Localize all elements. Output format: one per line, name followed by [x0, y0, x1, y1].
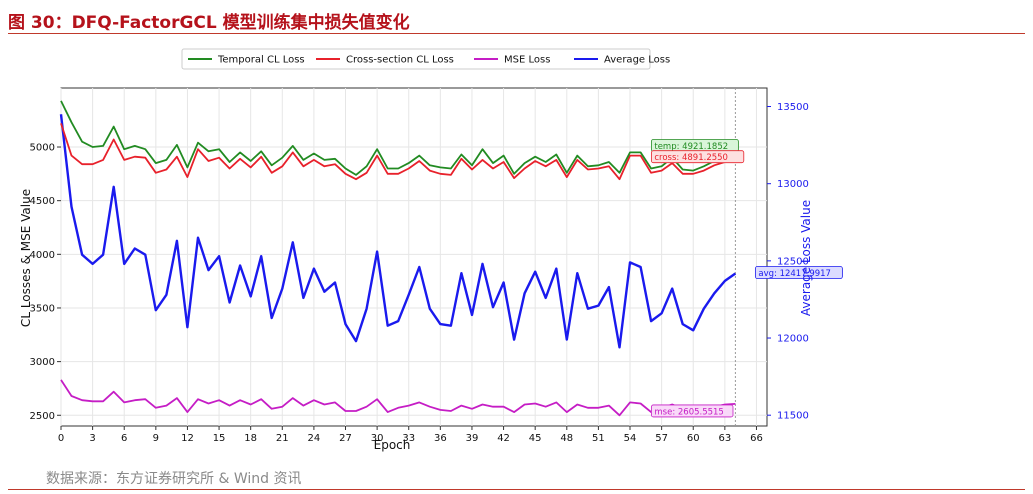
left-tick-label: 5000 [30, 143, 55, 154]
left-tick-label: 2500 [30, 411, 55, 422]
x-tick-label: 3 [89, 433, 95, 444]
x-tick-label: 12 [181, 433, 194, 444]
left-tick-label: 4000 [30, 250, 55, 261]
legend-box [181, 48, 651, 70]
legend-item-label: MSE Loss [504, 55, 550, 66]
end-label-box [650, 150, 745, 164]
series-line-2 [60, 379, 736, 417]
legend-item-label: Average Loss [604, 55, 670, 66]
right-tick-label: 12500 [777, 256, 809, 267]
x-tick-label: 24 [308, 433, 321, 444]
end-label-text: cross: 4891.2550 [654, 153, 728, 163]
bottom-divider [8, 489, 1025, 490]
legend-item-label: Cross-section CL Loss [346, 55, 454, 66]
left-tick-label: 4500 [30, 196, 55, 207]
x-tick-label: 60 [687, 433, 700, 444]
x-tick-label: 57 [655, 433, 668, 444]
x-tick-label: 45 [529, 433, 542, 444]
series-lines [59, 100, 737, 417]
end-label-text: avg: 12417.9917 [758, 269, 831, 279]
plot-frame [60, 87, 768, 427]
chart-legend: Temporal CL Loss Cross-section CL Loss MSE… [181, 48, 670, 70]
title-divider [8, 33, 1025, 34]
x-axis-label: Epoch [374, 438, 411, 452]
loss-chart: 0 3 6 9 12 15 18 21 24 27 30 33 36 39 42 45 48 51 54 57 60 63… [19, 48, 843, 452]
x-tick-label: 51 [592, 433, 605, 444]
x-tick-label: 6 [121, 433, 127, 444]
x-tick-label: 27 [339, 433, 352, 444]
right-tick-label: 13000 [777, 179, 809, 190]
end-label-text: temp: 4921.1852 [654, 142, 728, 152]
x-tick-label: 9 [153, 433, 159, 444]
x-tick-label: 66 [750, 433, 763, 444]
x-tick-label: 15 [213, 433, 226, 444]
axis-ticks: 0 3 6 9 12 15 18 21 24 27 30 33 36 39 42 45 48 51 54 57 60 63… [30, 102, 809, 444]
legend-item-label: Temporal CL Loss [217, 55, 305, 66]
right-axis-label: Average Loss Value [799, 200, 813, 316]
end-label-text: mse: 2605.5515 [654, 407, 723, 417]
x-tick-label: 63 [718, 433, 731, 444]
x-tick-label: 21 [276, 433, 289, 444]
x-tick-label: 48 [560, 433, 573, 444]
x-tick-label: 39 [466, 433, 479, 444]
series-line-1 [60, 123, 736, 181]
x-tick-label: 18 [244, 433, 257, 444]
end-label-box [754, 266, 843, 279]
right-tick-label: 13500 [777, 102, 809, 113]
left-axis-label: CL Losses & MSE Value [19, 189, 33, 327]
series-line-3 [59, 114, 737, 349]
left-tick-label: 3500 [30, 303, 55, 314]
series-line-0 [60, 100, 736, 176]
x-tick-label: 0 [58, 433, 64, 444]
figure-title: 图 30：DFQ-FactorGCL 模型训练集中损失值变化 [8, 13, 410, 33]
x-tick-label: 36 [434, 433, 447, 444]
x-tick-label: 30 [371, 433, 384, 444]
x-tick-label: 42 [497, 433, 510, 444]
right-tick-label: 11500 [777, 411, 809, 422]
source-note: 数据来源：东方证券研究所 & Wind 资讯 [46, 471, 302, 487]
left-tick-label: 3000 [30, 357, 55, 368]
x-tick-label: 54 [624, 433, 637, 444]
right-tick-label: 12000 [777, 334, 809, 345]
end-label-box [650, 404, 734, 418]
x-tick-label: 33 [402, 433, 415, 444]
